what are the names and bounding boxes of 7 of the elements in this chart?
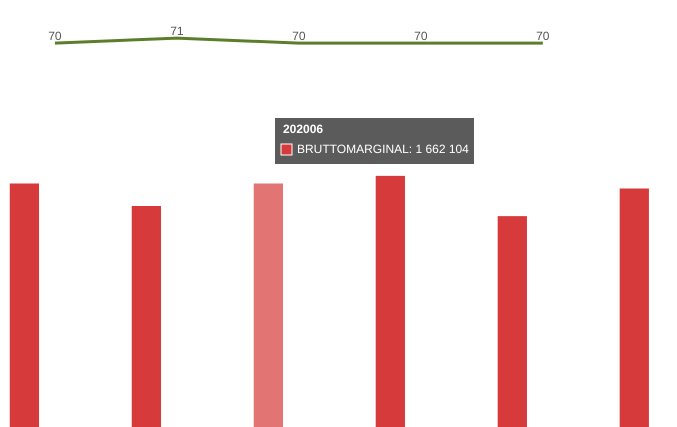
text: 202006 [283,122,324,136]
text: BRUTTOMARGINAL: 1 662 104 [297,142,470,156]
data-label: 71 [170,24,184,38]
data-label: 70 [536,29,550,44]
data-label: 70 [292,29,306,44]
data-label: 70 [414,29,428,44]
data-label: 70 [48,29,62,44]
